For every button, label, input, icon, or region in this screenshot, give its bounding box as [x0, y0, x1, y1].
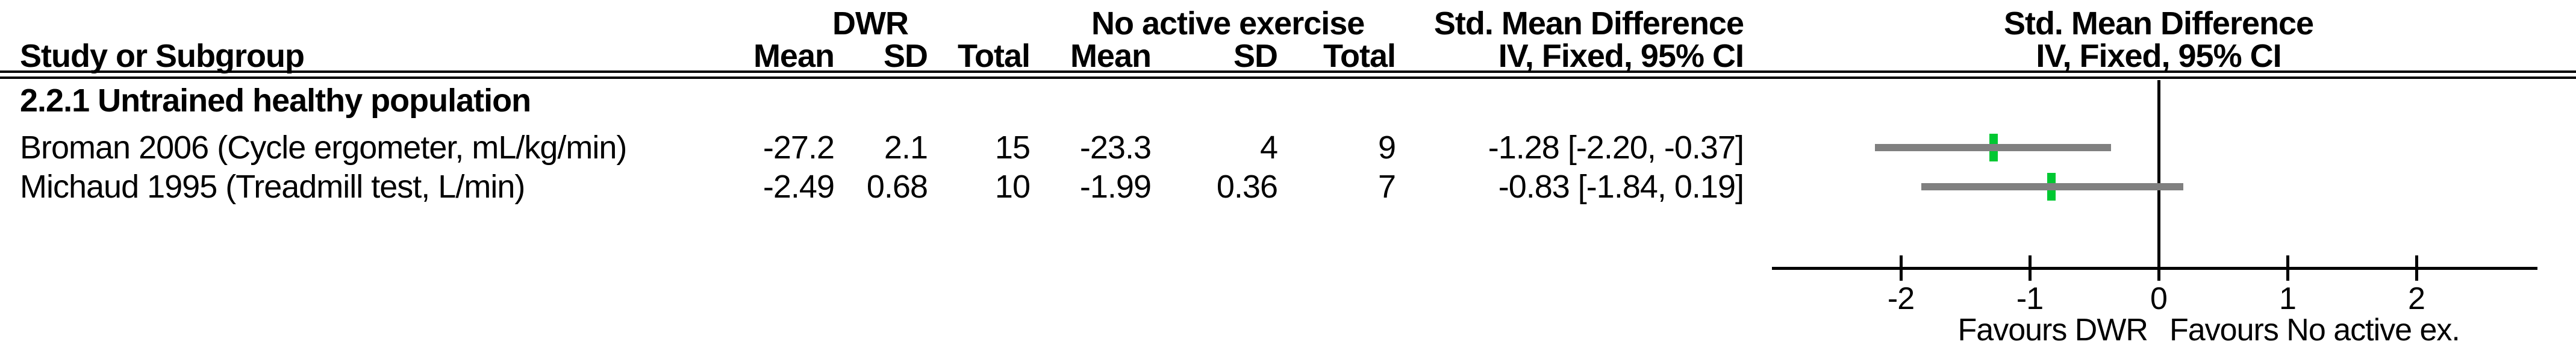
- cell-sd-dwr: 2.1: [884, 130, 928, 166]
- cell-smd-ci: -1.28 [-2.20, -0.37]: [1488, 130, 1744, 166]
- group-header-effect: Std. Mean Difference: [1433, 5, 1744, 42]
- cell-sd-control: 0.36: [1216, 169, 1278, 205]
- confidence-interval-line: [1875, 144, 2111, 151]
- axis-tick: [2286, 255, 2289, 281]
- favours-right-label: Favours No active ex.: [2169, 313, 2460, 348]
- cell-smd-ci: -0.83 [-1.84, 0.19]: [1498, 169, 1744, 205]
- column-header-total-2: Total: [1323, 38, 1396, 74]
- cell-mean-control: -23.3: [1079, 130, 1152, 166]
- confidence-interval-line: [1921, 183, 2183, 190]
- group-header-control: No active exercise: [1091, 5, 1365, 42]
- group-header-dwr: DWR: [832, 5, 909, 42]
- header-rule-top: [0, 70, 2576, 73]
- cell-sd-dwr: 0.68: [866, 169, 928, 205]
- axis-tick: [2029, 255, 2032, 281]
- favours-left-label: Favours DWR: [1957, 313, 2148, 348]
- column-header-sd-1: SD: [883, 38, 928, 74]
- cell-sd-control: 4: [1259, 130, 1278, 166]
- plot-header-line2: IV, Fixed, 95% CI: [2036, 38, 2281, 74]
- axis-tick-label: 2: [2408, 281, 2425, 316]
- x-axis-line: [1772, 267, 2538, 270]
- cell-total-dwr: 15: [994, 130, 1031, 166]
- plot-header-line1: Std. Mean Difference: [2003, 5, 2314, 42]
- cell-mean-dwr: -27.2: [763, 130, 835, 166]
- cell-mean-dwr: -2.49: [763, 169, 835, 205]
- column-header-ci: IV, Fixed, 95% CI: [1498, 38, 1744, 74]
- subgroup-title: 2.2.1 Untrained healthy population: [20, 83, 531, 119]
- column-header-sd-2: SD: [1233, 38, 1278, 74]
- axis-tick-label: 0: [2150, 281, 2168, 316]
- cell-total-control: 7: [1377, 169, 1396, 205]
- column-header-total-1: Total: [958, 38, 1031, 74]
- axis-tick: [1900, 255, 1903, 281]
- axis-tick-label: -1: [2016, 281, 2044, 316]
- axis-tick: [2415, 255, 2418, 281]
- cell-mean-control: -1.99: [1079, 169, 1152, 205]
- cell-total-control: 9: [1377, 130, 1396, 166]
- column-header-mean-1: Mean: [753, 38, 835, 74]
- column-header-mean-2: Mean: [1070, 38, 1152, 74]
- axis-tick: [2157, 255, 2160, 281]
- cell-total-dwr: 10: [994, 169, 1031, 205]
- study-label: Broman 2006 (Cycle ergometer, mL/kg/min): [20, 130, 627, 166]
- axis-tick-label: 1: [2279, 281, 2297, 316]
- header-rule-bottom: [0, 77, 2576, 79]
- column-header-study: Study or Subgroup: [20, 38, 305, 74]
- axis-tick-label: -2: [1887, 281, 1915, 316]
- study-label: Michaud 1995 (Treadmill test, L/min): [20, 169, 525, 205]
- zero-effect-line: [2157, 80, 2160, 281]
